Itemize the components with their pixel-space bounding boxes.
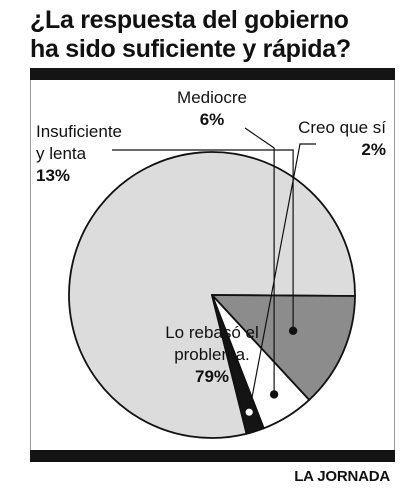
slice-labels: Lo rebasó el problema. 79% Insuficiente y le…	[36, 88, 386, 386]
top-rule	[30, 68, 395, 80]
slice-label-3-0: Creo que sí	[298, 118, 386, 137]
slice-value-0: 79%	[195, 367, 229, 386]
source-credit: LA JORNADA	[294, 468, 390, 485]
pie-slice-3	[211, 294, 265, 435]
leader-line-1	[112, 149, 294, 331]
slice-value-3: 2%	[361, 140, 386, 159]
slice-value-2: 6%	[200, 110, 225, 129]
chart-title-line-2: ha sido suficiente y rápida?	[30, 35, 351, 63]
slice-label-1-1: y lenta	[36, 144, 87, 163]
bottom-rule	[30, 450, 395, 462]
leader-lines	[112, 127, 316, 417]
slice-label-0-0: Lo rebasó el	[165, 323, 259, 342]
right-border	[394, 80, 395, 450]
chart-title-line-1: ¿La respuesta del gobierno	[30, 6, 349, 34]
chart-title: ¿La respuesta del gobierno ha sido sufic…	[30, 6, 395, 64]
slice-label-2-0: Mediocre	[177, 88, 247, 107]
slice-label-1-0: Insuficiente	[36, 122, 122, 141]
leader-dot-1	[288, 326, 298, 335]
leader-line-3	[248, 143, 316, 413]
leader-line-2	[244, 127, 275, 395]
leader-dot-2	[269, 390, 279, 399]
slice-label-0-1: problema.	[174, 345, 250, 364]
left-border	[30, 80, 31, 450]
pie-slice-1	[211, 294, 356, 401]
leader-dot-3	[244, 407, 254, 417]
slice-value-1: 13%	[36, 166, 70, 185]
pie-slices	[68, 151, 356, 439]
